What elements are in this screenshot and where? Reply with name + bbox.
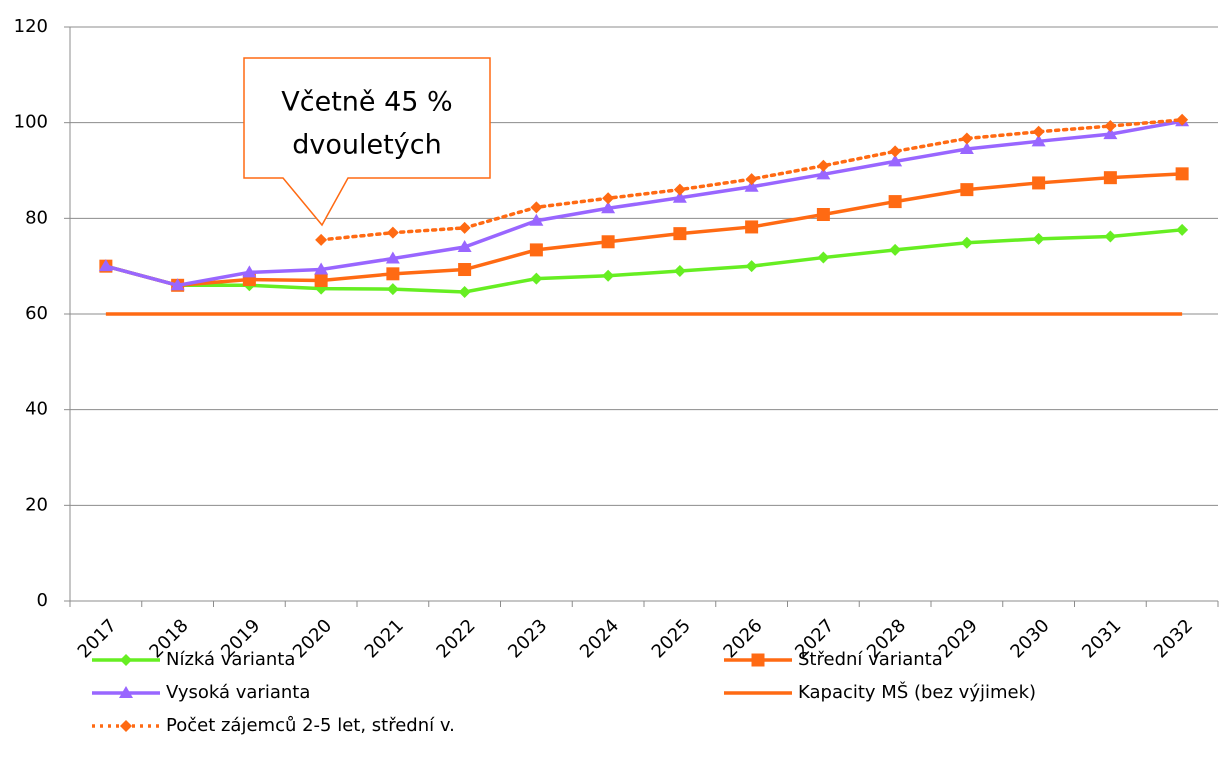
data-point — [1175, 167, 1189, 181]
series-line — [105, 228, 1183, 294]
data-point — [386, 283, 399, 296]
legend-label: Počet zájemců 2-5 let, střední v. — [166, 715, 455, 736]
data-point — [816, 208, 830, 222]
legend-label: Kapacity MŠ (bez výjimek) — [798, 681, 1036, 703]
y-tick-label: 40 — [25, 399, 48, 420]
legend-marker — [120, 654, 132, 666]
x-tick-label: 2032 — [1150, 615, 1197, 662]
y-tick-label: 60 — [25, 303, 48, 324]
data-point — [889, 145, 902, 158]
y-tick-label: 20 — [25, 494, 48, 515]
data-point — [959, 141, 974, 154]
data-point — [817, 251, 830, 264]
data-point — [529, 213, 544, 226]
data-point — [960, 132, 973, 145]
data-point — [672, 190, 687, 203]
data-point — [960, 183, 974, 197]
data-point — [673, 183, 686, 196]
data-point — [457, 240, 472, 253]
legend-marker — [751, 653, 765, 667]
data-point — [602, 192, 615, 205]
data-point — [816, 167, 831, 180]
y-tick-label: 80 — [25, 207, 48, 228]
data-point — [170, 278, 185, 291]
data-point — [314, 274, 328, 288]
legend-marker — [119, 686, 133, 698]
data-point — [601, 201, 616, 214]
data-point — [1176, 223, 1189, 236]
x-tick-label: 2031 — [1078, 615, 1125, 662]
data-point — [960, 236, 973, 249]
callout-box — [243, 57, 491, 227]
data-point — [458, 221, 471, 234]
data-point — [530, 272, 543, 285]
data-point — [1176, 113, 1189, 126]
data-point — [315, 233, 328, 246]
data-point — [673, 227, 687, 241]
data-point — [1031, 134, 1046, 147]
data-point — [242, 265, 257, 278]
data-point — [744, 179, 759, 192]
data-point — [1032, 125, 1045, 138]
data-point — [386, 267, 400, 281]
x-tick-label: 2025 — [648, 615, 695, 662]
data-point — [745, 220, 759, 234]
data-point — [314, 262, 329, 275]
data-point — [745, 260, 758, 273]
legend-marker — [120, 720, 132, 732]
x-tick-label: 2022 — [432, 615, 479, 662]
data-point — [673, 264, 686, 277]
annotation-line: Včetně 45 % — [281, 87, 452, 118]
data-point — [1104, 230, 1117, 243]
data-point — [529, 243, 543, 257]
y-tick-label: 120 — [14, 16, 48, 37]
series-line — [105, 172, 1183, 288]
data-point — [745, 173, 758, 186]
legend-label: Nízká varianta — [166, 649, 295, 670]
legend-label: Vysoká varianta — [166, 682, 310, 703]
x-tick-label: 2020 — [289, 615, 336, 662]
data-point — [386, 226, 399, 239]
legend-label: Střední varianta — [798, 649, 943, 670]
y-tick-label: 0 — [37, 590, 48, 611]
data-point — [889, 243, 902, 256]
data-point — [888, 195, 902, 209]
data-point — [602, 269, 615, 282]
x-tick-label: 2021 — [361, 615, 408, 662]
data-point — [1032, 232, 1045, 245]
data-point — [1103, 171, 1117, 185]
data-point — [530, 201, 543, 214]
data-point — [1103, 127, 1118, 140]
data-point — [385, 251, 400, 264]
y-tick-label: 100 — [14, 112, 48, 133]
x-tick-label: 2030 — [1006, 615, 1053, 662]
data-point — [817, 159, 830, 172]
data-point — [1032, 176, 1046, 190]
x-tick-label: 2024 — [576, 615, 623, 662]
data-point — [98, 259, 113, 272]
annotation-line: dvouletých — [292, 130, 441, 161]
data-point — [1104, 120, 1117, 133]
series-line — [105, 119, 1183, 288]
data-point — [601, 235, 615, 249]
data-point — [458, 263, 472, 277]
data-point — [888, 154, 903, 167]
data-point — [458, 285, 471, 298]
x-tick-label: 2023 — [504, 615, 551, 662]
x-tick-label: 2017 — [74, 615, 121, 662]
